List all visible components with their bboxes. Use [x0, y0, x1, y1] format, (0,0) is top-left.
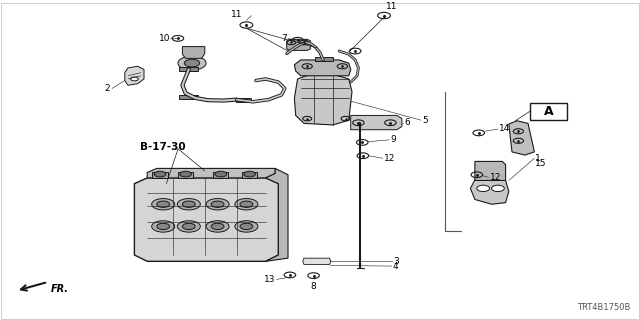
- Text: 1: 1: [535, 154, 541, 163]
- Circle shape: [477, 185, 490, 192]
- Circle shape: [131, 77, 138, 81]
- Polygon shape: [134, 178, 278, 261]
- Text: 11: 11: [231, 10, 243, 19]
- Circle shape: [206, 198, 229, 210]
- Text: 8: 8: [311, 282, 316, 291]
- Circle shape: [182, 223, 195, 230]
- Bar: [530, 103, 567, 120]
- Text: 6: 6: [404, 118, 410, 127]
- Circle shape: [178, 56, 206, 70]
- Circle shape: [177, 198, 200, 210]
- Text: 7: 7: [281, 34, 287, 43]
- Bar: [236, 98, 251, 102]
- Circle shape: [235, 221, 258, 232]
- Circle shape: [182, 201, 195, 207]
- Circle shape: [157, 223, 170, 230]
- Circle shape: [154, 171, 166, 177]
- Circle shape: [152, 198, 175, 210]
- Text: A: A: [543, 105, 554, 118]
- Circle shape: [492, 185, 504, 192]
- Circle shape: [244, 171, 255, 177]
- Text: 3: 3: [393, 257, 399, 266]
- Polygon shape: [125, 66, 144, 85]
- Circle shape: [180, 171, 191, 177]
- Text: 4: 4: [393, 261, 399, 271]
- Polygon shape: [303, 258, 331, 265]
- Circle shape: [152, 221, 175, 232]
- Circle shape: [211, 223, 224, 230]
- Bar: [152, 172, 168, 178]
- Text: 9: 9: [390, 135, 396, 144]
- Bar: [213, 172, 228, 178]
- Polygon shape: [475, 161, 506, 180]
- Polygon shape: [182, 47, 205, 58]
- Polygon shape: [294, 60, 351, 76]
- Polygon shape: [351, 116, 402, 130]
- Polygon shape: [287, 39, 310, 51]
- Circle shape: [157, 201, 170, 207]
- Polygon shape: [509, 121, 534, 155]
- Polygon shape: [294, 74, 352, 125]
- Text: 14: 14: [499, 124, 511, 132]
- Bar: [242, 172, 257, 178]
- Text: FR.: FR.: [51, 284, 69, 294]
- Text: 2: 2: [104, 84, 110, 93]
- Polygon shape: [470, 178, 509, 204]
- Polygon shape: [266, 168, 288, 261]
- Polygon shape: [147, 168, 275, 178]
- Text: 11: 11: [386, 2, 397, 11]
- Text: 15: 15: [535, 158, 547, 167]
- Text: B-17-30: B-17-30: [140, 142, 185, 152]
- Circle shape: [211, 201, 224, 207]
- Text: 5: 5: [422, 116, 428, 125]
- Circle shape: [184, 59, 200, 67]
- Circle shape: [177, 221, 200, 232]
- Circle shape: [235, 198, 258, 210]
- Text: 13: 13: [264, 275, 275, 284]
- Circle shape: [215, 171, 227, 177]
- Text: 12: 12: [490, 173, 501, 182]
- Bar: [178, 172, 193, 178]
- Text: 12: 12: [384, 154, 396, 164]
- Circle shape: [206, 221, 229, 232]
- Circle shape: [240, 223, 253, 230]
- Bar: [179, 67, 198, 71]
- Text: 10: 10: [159, 34, 170, 43]
- Bar: [179, 95, 198, 99]
- Bar: [315, 57, 333, 60]
- Circle shape: [240, 201, 253, 207]
- Text: TRT4B1750B: TRT4B1750B: [577, 303, 630, 312]
